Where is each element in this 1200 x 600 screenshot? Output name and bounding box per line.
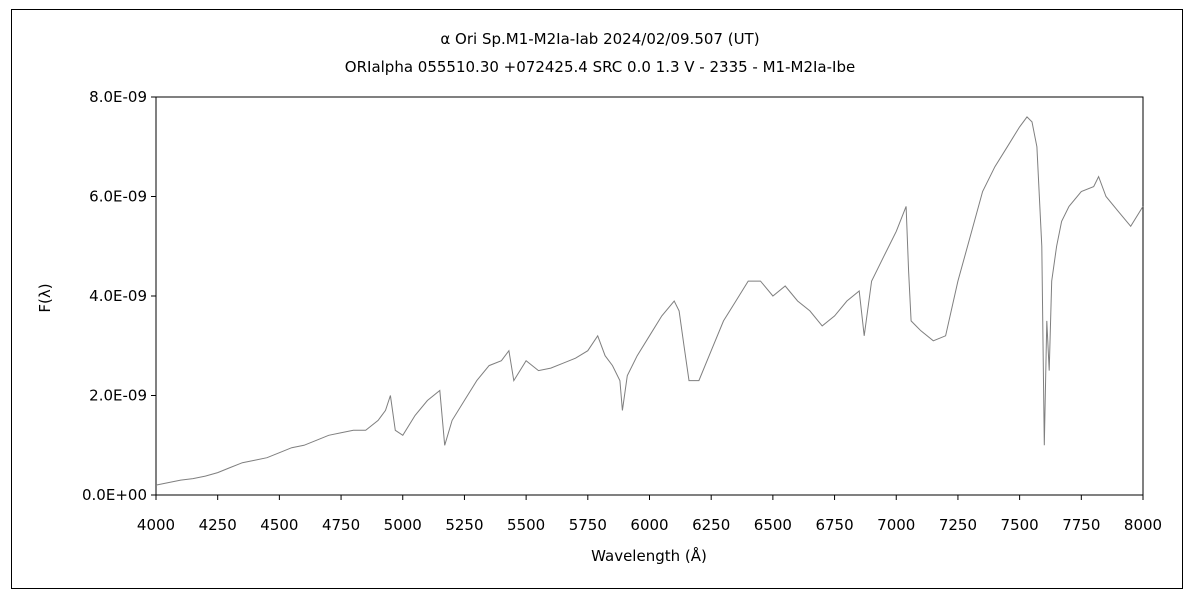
x-tick-label: 6250 <box>692 516 730 534</box>
x-axis: 4000 4250 4500 4750 5000 5250 5500 5750 6000 6250… <box>137 495 1162 534</box>
chart-title: α Ori Sp.M1-M2Ia-Iab 2024/02/09.507 (UT) <box>440 30 759 48</box>
x-tick-label: 6500 <box>754 516 792 534</box>
x-tick-label: 4750 <box>322 516 360 534</box>
x-tick-label: 7000 <box>877 516 915 534</box>
plot-area <box>155 96 1144 496</box>
y-axis-label: F(λ) <box>36 283 54 312</box>
y-tick-label: 2.0E-09 <box>89 387 147 405</box>
y-tick-label: 6.0E-09 <box>89 188 147 206</box>
y-axis: 0.0E+00 2.0E-09 4.0E-09 6.0E-09 8.0E-09 <box>82 88 156 504</box>
x-tick-label: 5000 <box>384 516 422 534</box>
y-tick-label: 4.0E-09 <box>89 287 147 305</box>
x-tick-label: 6750 <box>815 516 853 534</box>
y-tick-label: 0.0E+00 <box>82 486 147 504</box>
x-tick-label: 5500 <box>507 516 545 534</box>
x-tick-label: 4500 <box>260 516 298 534</box>
x-tick-label: 7500 <box>1001 516 1039 534</box>
series-line <box>155 116 1144 486</box>
x-tick-label: 4250 <box>199 516 237 534</box>
x-axis-label: Wavelength (Å) <box>591 546 707 565</box>
x-tick-label: 6000 <box>630 516 668 534</box>
x-tick-label: 5750 <box>569 516 607 534</box>
x-tick-label: 5250 <box>445 516 483 534</box>
x-tick-label: 8000 <box>1124 516 1162 534</box>
y-tick-label: 8.0E-09 <box>89 88 147 106</box>
x-tick-label: 4000 <box>137 516 175 534</box>
x-tick-label: 7250 <box>939 516 977 534</box>
chart-subtitle: ORIalpha 055510.30 +072425.4 SRC 0.0 1.3… <box>345 58 855 76</box>
x-tick-label: 7750 <box>1062 516 1100 534</box>
